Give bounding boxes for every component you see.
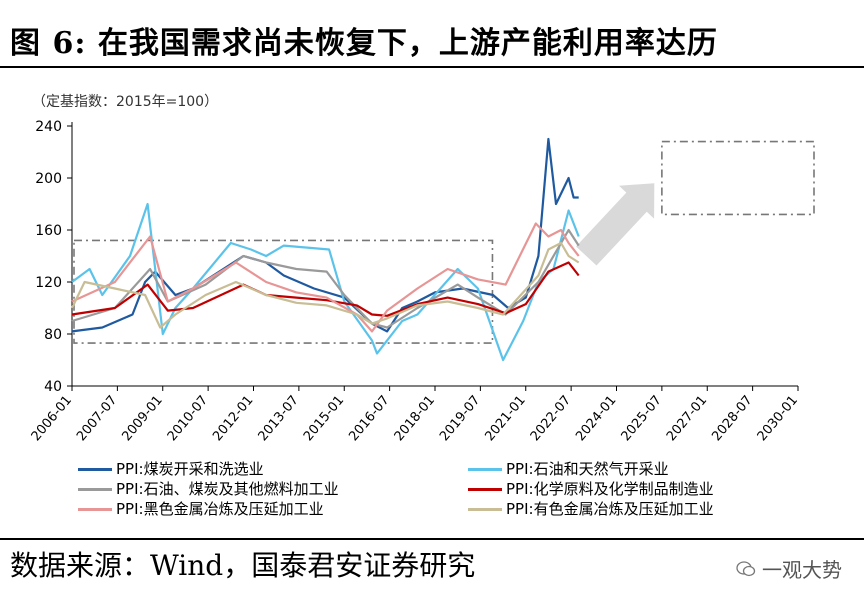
x-tick-label: 2025-07 [619,393,665,444]
legend-swatch [468,488,502,491]
x-tick-label: 2024-01 [573,393,619,444]
x-tick-label: 2016-07 [346,393,392,444]
source-note: 数据来源：Wind，国泰君安证券研究 [10,549,476,582]
legend-swatch [468,508,502,511]
legend-label: PPI:有色金属冶炼及压延加工业 [506,500,714,518]
legend-label: PPI:黑色金属冶炼及压延加工业 [116,500,324,518]
legend-item-3: PPI:石油、煤炭及其他燃料加工业 [78,478,339,499]
watermark-text: 一观大势 [762,558,842,582]
x-tick-label: 2027-01 [664,393,710,444]
legend-label: PPI:石油和天然气开采业 [506,460,669,478]
y-tick-label: 160 [35,223,62,239]
title-rule [0,66,864,68]
x-tick-label: 2013-07 [256,393,302,444]
chart-title: 图 6: 在我国需求尚未恢复下，上游产能利用率达历 [10,26,718,61]
legend-item-2: PPI:石油和天然气开采业 [468,458,669,479]
line-chart: （定基指数：2015年=100）40801201602002402006-012… [29,93,815,444]
series-line-5 [71,222,580,333]
x-tick-label: 2021-01 [482,393,528,444]
legend-item-1: PPI:煤炭开采和洗选业 [78,458,264,479]
source-rule [0,538,864,540]
x-tick-label: 2007-07 [74,393,120,444]
legend-swatch [78,488,112,491]
legend-label: PPI:石油、煤炭及其他燃料加工业 [116,480,339,498]
x-tick-label: 2012-01 [210,393,256,444]
series-line-4 [71,261,580,317]
y-tick-label: 120 [35,275,62,291]
series-line-1 [71,137,579,333]
watermark: 一观大势 [736,554,842,583]
x-tick-label: 2010-07 [165,393,211,444]
y-tick-label: 240 [35,119,62,135]
annotation-box-forecast [661,140,815,216]
legend-item-4: PPI:化学原料及化学制品制造业 [468,478,714,499]
wechat-icon [736,560,756,576]
y-tick-label: 40 [44,379,62,395]
legend-swatch [468,468,502,471]
x-tick-label: 2018-01 [392,393,438,444]
x-tick-label: 2009-01 [119,393,165,444]
x-tick-label: 2022-07 [528,393,574,444]
series-line-6 [71,241,580,329]
x-tick-label: 2015-01 [301,393,347,444]
legend-label: PPI:化学原料及化学制品制造业 [506,480,714,498]
x-tick-label: 2006-01 [29,393,75,444]
unit-note: （定基指数：2015年=100） [32,93,218,110]
annotation-box-history [73,239,494,344]
trend-arrow [576,183,655,266]
y-tick-label: 80 [44,327,62,343]
legend-item-5: PPI:黑色金属冶炼及压延加工业 [78,498,324,519]
y-tick-label: 200 [35,171,62,187]
legend-label: PPI:煤炭开采和洗选业 [116,460,264,478]
x-tick-label: 2028-07 [709,393,755,444]
legend-item-6: PPI:有色金属冶炼及压延加工业 [468,498,714,519]
x-tick-label: 2030-01 [755,393,801,444]
legend-swatch [78,508,112,511]
x-tick-label: 2019-07 [437,393,483,444]
series-line-2 [71,202,580,362]
legend-swatch [78,468,112,471]
